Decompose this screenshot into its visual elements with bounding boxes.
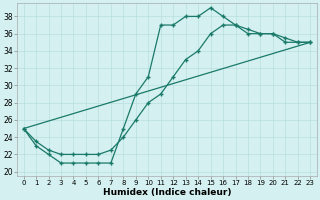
X-axis label: Humidex (Indice chaleur): Humidex (Indice chaleur) [103, 188, 231, 197]
